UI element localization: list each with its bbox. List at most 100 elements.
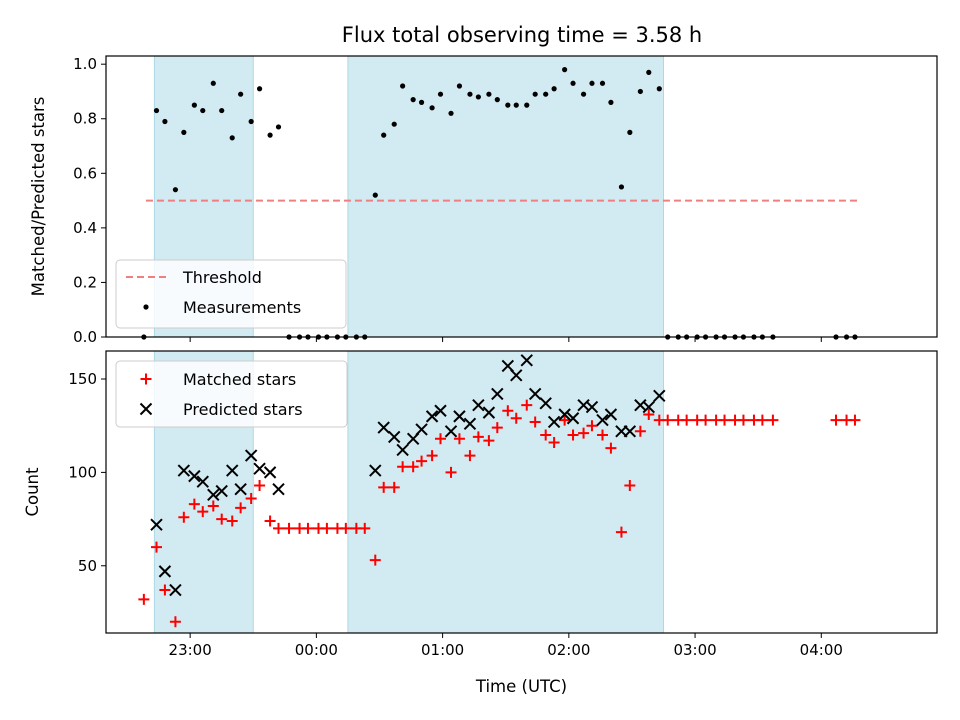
matched-star-point [634, 425, 646, 437]
matched-star-point [624, 479, 636, 491]
measurement-point [256, 86, 263, 92]
predicted-star-point [244, 449, 258, 462]
predicted-star-point [215, 484, 228, 498]
predicted-star-point [491, 387, 504, 401]
measurement-point [162, 118, 168, 125]
predicted-star-point [463, 417, 477, 431]
predicted-star-point [377, 421, 390, 434]
measurement-point [391, 121, 397, 127]
matched-star-point [596, 429, 608, 441]
y-tick-label: 0.2 [73, 273, 97, 291]
matched-star-point [397, 461, 409, 473]
matched-star-point [283, 522, 295, 534]
matched-star-point [502, 405, 514, 417]
matched-star-point [245, 493, 257, 505]
x-tick-label: 01:00 [421, 641, 464, 659]
x-tick-label: 00:00 [295, 641, 338, 659]
measurement-point [372, 192, 378, 198]
measurement-point [210, 80, 216, 86]
matched-star-point [719, 414, 731, 426]
matched-star-point [700, 414, 712, 426]
ratio-y-ticks: 0.0 0.2 0.4 0.6 0.8 1.0 [73, 55, 106, 346]
measurement-point [524, 102, 530, 108]
measurement-point [410, 97, 416, 103]
chart-title: Flux total observing time = 3.58 h [342, 23, 702, 47]
predicted-star-point [547, 415, 561, 429]
matched-star-point [681, 414, 693, 426]
matched-star-point [207, 500, 219, 512]
predicted-star-point [653, 389, 666, 403]
measurement-point [580, 91, 587, 97]
y-tick-label: 1.0 [73, 55, 97, 73]
predicted-star-point [226, 464, 239, 477]
matched-star-point [273, 522, 285, 534]
predicted-star-point [558, 408, 571, 421]
y-tick-label: 50 [78, 557, 97, 575]
matched-stars-layer [138, 399, 861, 628]
matched-star-point [416, 455, 428, 467]
matched-star-point [359, 522, 371, 534]
ratio-y-axis-label: Matched/Predicted stars [29, 97, 48, 297]
y-tick-label: 0.4 [73, 219, 97, 237]
measurement-point [599, 80, 606, 86]
measurement-point [448, 110, 454, 116]
measurement-point [486, 91, 492, 97]
legend-measurements-label: Measurements [183, 298, 301, 317]
predicted-star-point [566, 412, 580, 425]
predicted-star-point [272, 482, 285, 496]
time-x-axis-label: Time (UTC) [475, 677, 567, 696]
measurement-point [275, 124, 282, 130]
measurement-point [418, 99, 425, 105]
matched-star-point [662, 414, 674, 426]
observing-band [347, 350, 665, 634]
matched-star-point [559, 414, 571, 426]
ratio-legend: Threshold Measurements [115, 259, 347, 329]
predicted-star-point [263, 466, 277, 479]
matched-star-point [254, 479, 266, 491]
matched-star-point [767, 414, 779, 426]
measurement-point [627, 129, 633, 135]
matched-star-point [472, 431, 484, 443]
x-tick-label: 02:00 [547, 641, 590, 659]
measurement-point [437, 91, 444, 97]
count-legend: Matched stars Predicted stars [115, 360, 348, 428]
matched-star-point [407, 461, 419, 473]
legend-matched-label: Matched stars [183, 370, 296, 389]
legend-predicted-label: Predicted stars [183, 400, 303, 419]
matched-star-point [830, 414, 842, 426]
predicted-star-point [388, 430, 401, 444]
matched-star-point [426, 450, 438, 462]
legend-frame [115, 259, 347, 329]
predicted-star-point [150, 518, 163, 531]
measurement-point [467, 91, 473, 97]
matched-star-point [150, 541, 162, 553]
predicted-star-point [434, 404, 447, 417]
y-tick-label: 0.0 [73, 328, 97, 346]
matched-star-point [529, 416, 541, 428]
ratio-x-ticks [189, 337, 822, 342]
matched-star-point [216, 513, 228, 525]
y-tick-label: 0.8 [73, 110, 97, 128]
count-y-ticks: 50 100 150 [68, 370, 106, 575]
predicted-star-point [253, 462, 266, 475]
matched-star-point [605, 442, 617, 454]
predicted-star-point [425, 410, 439, 423]
predicted-star-point [234, 482, 247, 496]
predicted-star-point [642, 400, 655, 414]
matched-star-point [643, 408, 655, 420]
predicted-star-point [539, 397, 552, 410]
legend-threshold-label: Threshold [182, 268, 262, 287]
measurement-point [475, 94, 481, 100]
predicted-star-point [369, 464, 382, 477]
measurement-point [551, 86, 557, 92]
matched-star-point [435, 433, 447, 445]
y-tick-label: 100 [68, 463, 97, 481]
predicted-star-point [169, 583, 182, 597]
matched-star-point [756, 414, 768, 426]
x-tick-label: 23:00 [169, 641, 212, 659]
measurement-point [429, 105, 435, 111]
matched-star-point [483, 435, 495, 447]
predicted-star-point [444, 425, 458, 438]
predicted-star-point [585, 400, 599, 414]
